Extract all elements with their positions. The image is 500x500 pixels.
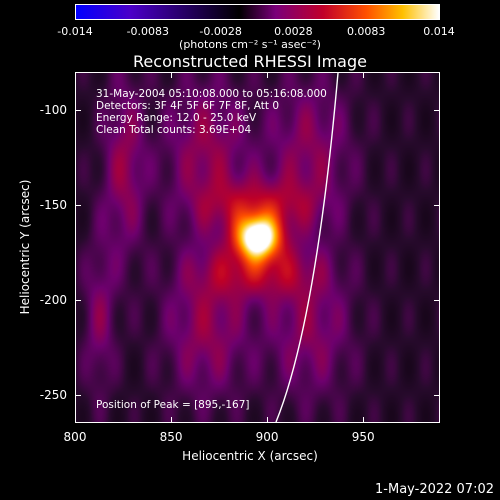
y-tick-mark bbox=[434, 394, 440, 396]
y-tick-mark bbox=[75, 204, 81, 206]
colorbar-tick-label: 0.0028 bbox=[274, 25, 313, 38]
y-tick-label: -200 bbox=[39, 292, 67, 307]
y-axis-title: Heliocentric Y (arcsec) bbox=[18, 179, 32, 315]
colorbar-tick-label: 0.014 bbox=[423, 25, 455, 38]
y-tick-label: -100 bbox=[39, 102, 67, 117]
colorbar-unit-label: (photons cm⁻² s⁻¹ asec⁻²) bbox=[179, 38, 321, 51]
chart-title: Reconstructed RHESSI Image bbox=[133, 52, 367, 71]
y-tick-mark bbox=[434, 109, 440, 111]
solar-limb-line bbox=[275, 73, 339, 422]
annotation-energy: Energy Range: 12.0 - 25.0 keV bbox=[96, 112, 257, 124]
colorbar-tick-label: 0.0083 bbox=[346, 25, 386, 38]
peak-position-label: Position of Peak = [895,-167] bbox=[96, 399, 250, 411]
annotation-time-range: 31-May-2004 05:10:08.000 to 05:16:08.000 bbox=[96, 88, 327, 100]
x-tick-label: 800 bbox=[63, 430, 87, 444]
plot-timestamp: 1-May-2022 07:02 bbox=[375, 482, 494, 497]
y-tick-label: -250 bbox=[39, 387, 67, 402]
x-tick-mark bbox=[171, 417, 173, 423]
colorbar bbox=[75, 4, 440, 20]
x-tick-mark bbox=[75, 417, 76, 423]
y-tick-mark bbox=[75, 299, 81, 301]
plot-area: 31-May-2004 05:10:08.000 to 05:16:08.000… bbox=[75, 72, 440, 423]
x-tick-mark bbox=[171, 72, 173, 78]
x-tick-mark bbox=[75, 72, 76, 78]
y-tick-label: -150 bbox=[39, 197, 67, 212]
x-tick-label: 950 bbox=[351, 430, 375, 444]
y-tick-mark bbox=[434, 204, 440, 206]
x-tick-label: 850 bbox=[159, 430, 183, 444]
x-tick-mark bbox=[267, 72, 269, 78]
y-tick-mark bbox=[75, 109, 81, 111]
colorbar-tick-label: -0.0083 bbox=[126, 25, 170, 38]
annotation-detectors: Detectors: 3F 4F 5F 6F 7F 8F, Att 0 bbox=[96, 100, 280, 112]
x-tick-mark bbox=[363, 417, 365, 423]
heatmap-image bbox=[76, 73, 439, 422]
x-axis-title: Heliocentric X (arcsec) bbox=[182, 449, 318, 463]
y-tick-mark bbox=[434, 299, 440, 301]
x-tick-mark bbox=[363, 72, 365, 78]
colorbar-tick-label: -0.014 bbox=[57, 25, 93, 38]
x-tick-mark bbox=[267, 417, 269, 423]
annotation-counts: Clean Total counts: 3.69E+04 bbox=[96, 124, 252, 136]
y-tick-mark bbox=[75, 394, 81, 396]
colorbar-tick-label: -0.0028 bbox=[199, 25, 242, 38]
x-tick-label: 900 bbox=[255, 430, 279, 444]
